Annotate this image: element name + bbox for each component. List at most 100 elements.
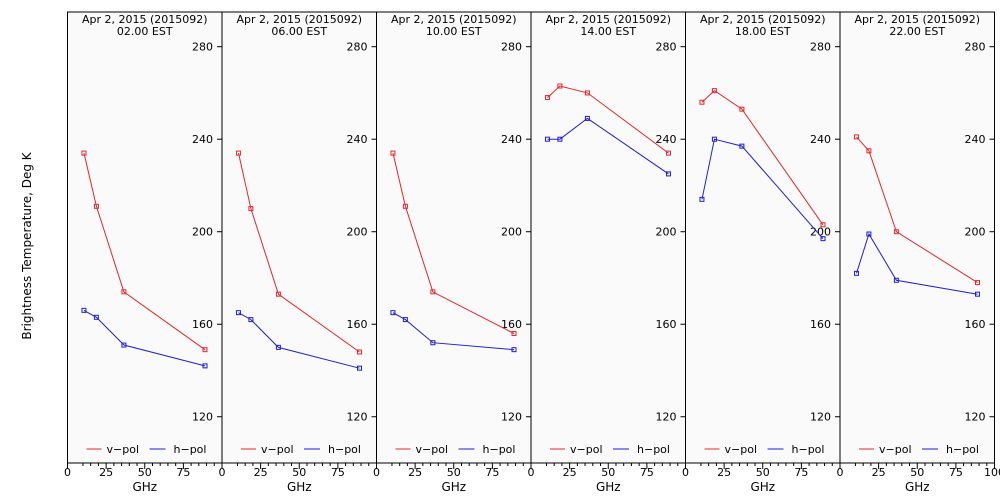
x-tick-label: 25 <box>717 466 731 479</box>
panel-frame <box>839 11 995 464</box>
y-tick-label: 160 <box>192 318 213 331</box>
x-tick-label: 25 <box>563 466 577 479</box>
data-point-h-pol <box>711 136 717 142</box>
data-point-v-pol <box>866 148 872 154</box>
y-tick-label: 280 <box>965 41 986 54</box>
panel-frame <box>221 11 377 464</box>
y-tick-label: 120 <box>810 411 831 424</box>
legend-label-h-pol: h−pol <box>174 443 207 456</box>
y-tick-label: 200 <box>192 226 213 239</box>
y-tick-label: 120 <box>965 411 986 424</box>
data-point-h-pol <box>584 115 590 121</box>
y-tick-label: 200 <box>501 226 522 239</box>
x-tick-label: 50 <box>756 466 770 479</box>
data-point-h-pol <box>557 136 563 142</box>
panel-frame <box>530 11 686 464</box>
data-point-h-pol <box>275 344 281 350</box>
data-point-h-pol <box>390 310 396 316</box>
data-point-h-pol <box>666 171 672 177</box>
legend-label-v-pol: v−pol <box>107 443 140 456</box>
x-axis-label: GHz <box>750 480 775 494</box>
legend-label-v-pol: v−pol <box>261 443 294 456</box>
y-tick-label: 240 <box>501 133 522 146</box>
data-point-v-pol <box>666 150 672 156</box>
x-tick-label: 0 <box>682 466 689 479</box>
y-tick-label: 120 <box>501 411 522 424</box>
series-line-h-pol <box>856 232 978 295</box>
series-line-v-pol <box>83 152 206 351</box>
y-tick-label: 280 <box>656 41 677 54</box>
x-tick-label: 0 <box>373 466 380 479</box>
y-tick-label: 120 <box>347 411 368 424</box>
series-line-v-pol <box>701 89 824 226</box>
data-point-h-pol <box>511 347 517 353</box>
y-axis-label: Brightness Temperature, Deg K <box>20 151 34 339</box>
panel-title: Apr 2, 2015 (2015092) <box>545 13 671 26</box>
data-point-h-pol <box>975 291 981 297</box>
x-tick-label: 100 <box>984 466 1000 479</box>
data-point-v-pol <box>511 330 517 336</box>
series-line-v-pol <box>392 152 515 334</box>
panel-title: Apr 2, 2015 (2015092) <box>700 13 826 26</box>
y-tick-label: 280 <box>810 41 831 54</box>
series-line-h-pol <box>83 309 206 367</box>
x-tick-label: 75 <box>176 466 190 479</box>
x-tick-label: 50 <box>447 466 461 479</box>
y-tick-label: 160 <box>965 318 986 331</box>
data-point-v-pol <box>235 150 241 156</box>
y-tick-label: 200 <box>656 226 677 239</box>
series-line-v-pol <box>547 85 669 154</box>
y-tick-label: 240 <box>192 133 213 146</box>
data-point-v-pol <box>544 95 550 101</box>
x-tick-label: 50 <box>292 466 306 479</box>
legend-label-v-pol: v−pol <box>879 443 912 456</box>
legend-label-h-pol: h−pol <box>637 443 670 456</box>
y-tick-label: 200 <box>965 226 986 239</box>
x-tick-label: 0 <box>64 466 71 479</box>
data-point-h-pol <box>402 317 408 323</box>
y-tick-label: 280 <box>192 41 213 54</box>
data-point-v-pol <box>202 347 208 353</box>
series-line-h-pol <box>547 117 669 175</box>
legend-label-h-pol: h−pol <box>483 443 516 456</box>
data-point-v-pol <box>584 90 590 96</box>
x-tick-label: 75 <box>331 466 345 479</box>
panel-title: Apr 2, 2015 (2015092) <box>391 13 517 26</box>
x-tick-label: 50 <box>138 466 152 479</box>
x-axis-label: GHz <box>287 480 312 494</box>
y-tick-label: 280 <box>347 41 368 54</box>
data-point-h-pol <box>248 317 254 323</box>
data-point-h-pol <box>820 236 826 242</box>
x-axis-label: GHz <box>132 480 157 494</box>
y-tick-label: 160 <box>656 318 677 331</box>
y-tick-label: 240 <box>347 133 368 146</box>
data-point-h-pol <box>202 363 208 369</box>
data-point-v-pol <box>893 229 899 235</box>
data-point-v-pol <box>357 349 363 355</box>
data-point-h-pol <box>81 307 87 313</box>
panel-5: Apr 2, 2015 (2015092)18.00 EST 120 160 200 2… <box>682 11 841 494</box>
data-point-v-pol <box>402 203 408 209</box>
legend-label-h-pol: h−pol <box>792 443 825 456</box>
panel-subtitle: 14.00 EST <box>580 25 636 38</box>
data-point-v-pol <box>430 289 436 295</box>
legend-label-v-pol: v−pol <box>570 443 603 456</box>
series-line-h-pol <box>392 312 515 351</box>
x-tick-label: 75 <box>485 466 499 479</box>
x-tick-label: 50 <box>601 466 615 479</box>
data-point-v-pol <box>275 291 281 297</box>
series-line-h-pol <box>238 312 360 369</box>
data-point-h-pol <box>866 231 872 237</box>
panel-4: Apr 2, 2015 (2015092)14.00 EST 120 160 200 2… <box>528 11 686 494</box>
x-tick-label: 75 <box>949 466 963 479</box>
panel-subtitle: 02.00 EST <box>117 25 173 38</box>
panel-subtitle: 06.00 EST <box>271 25 327 38</box>
data-point-h-pol <box>739 143 745 149</box>
series-line-v-pol <box>856 136 978 284</box>
panel-subtitle: 10.00 EST <box>426 25 482 38</box>
panel-subtitle: 18.00 EST <box>735 25 791 38</box>
x-tick-label: 50 <box>910 466 924 479</box>
panel-title: Apr 2, 2015 (2015092) <box>236 13 362 26</box>
data-point-v-pol <box>93 203 99 209</box>
